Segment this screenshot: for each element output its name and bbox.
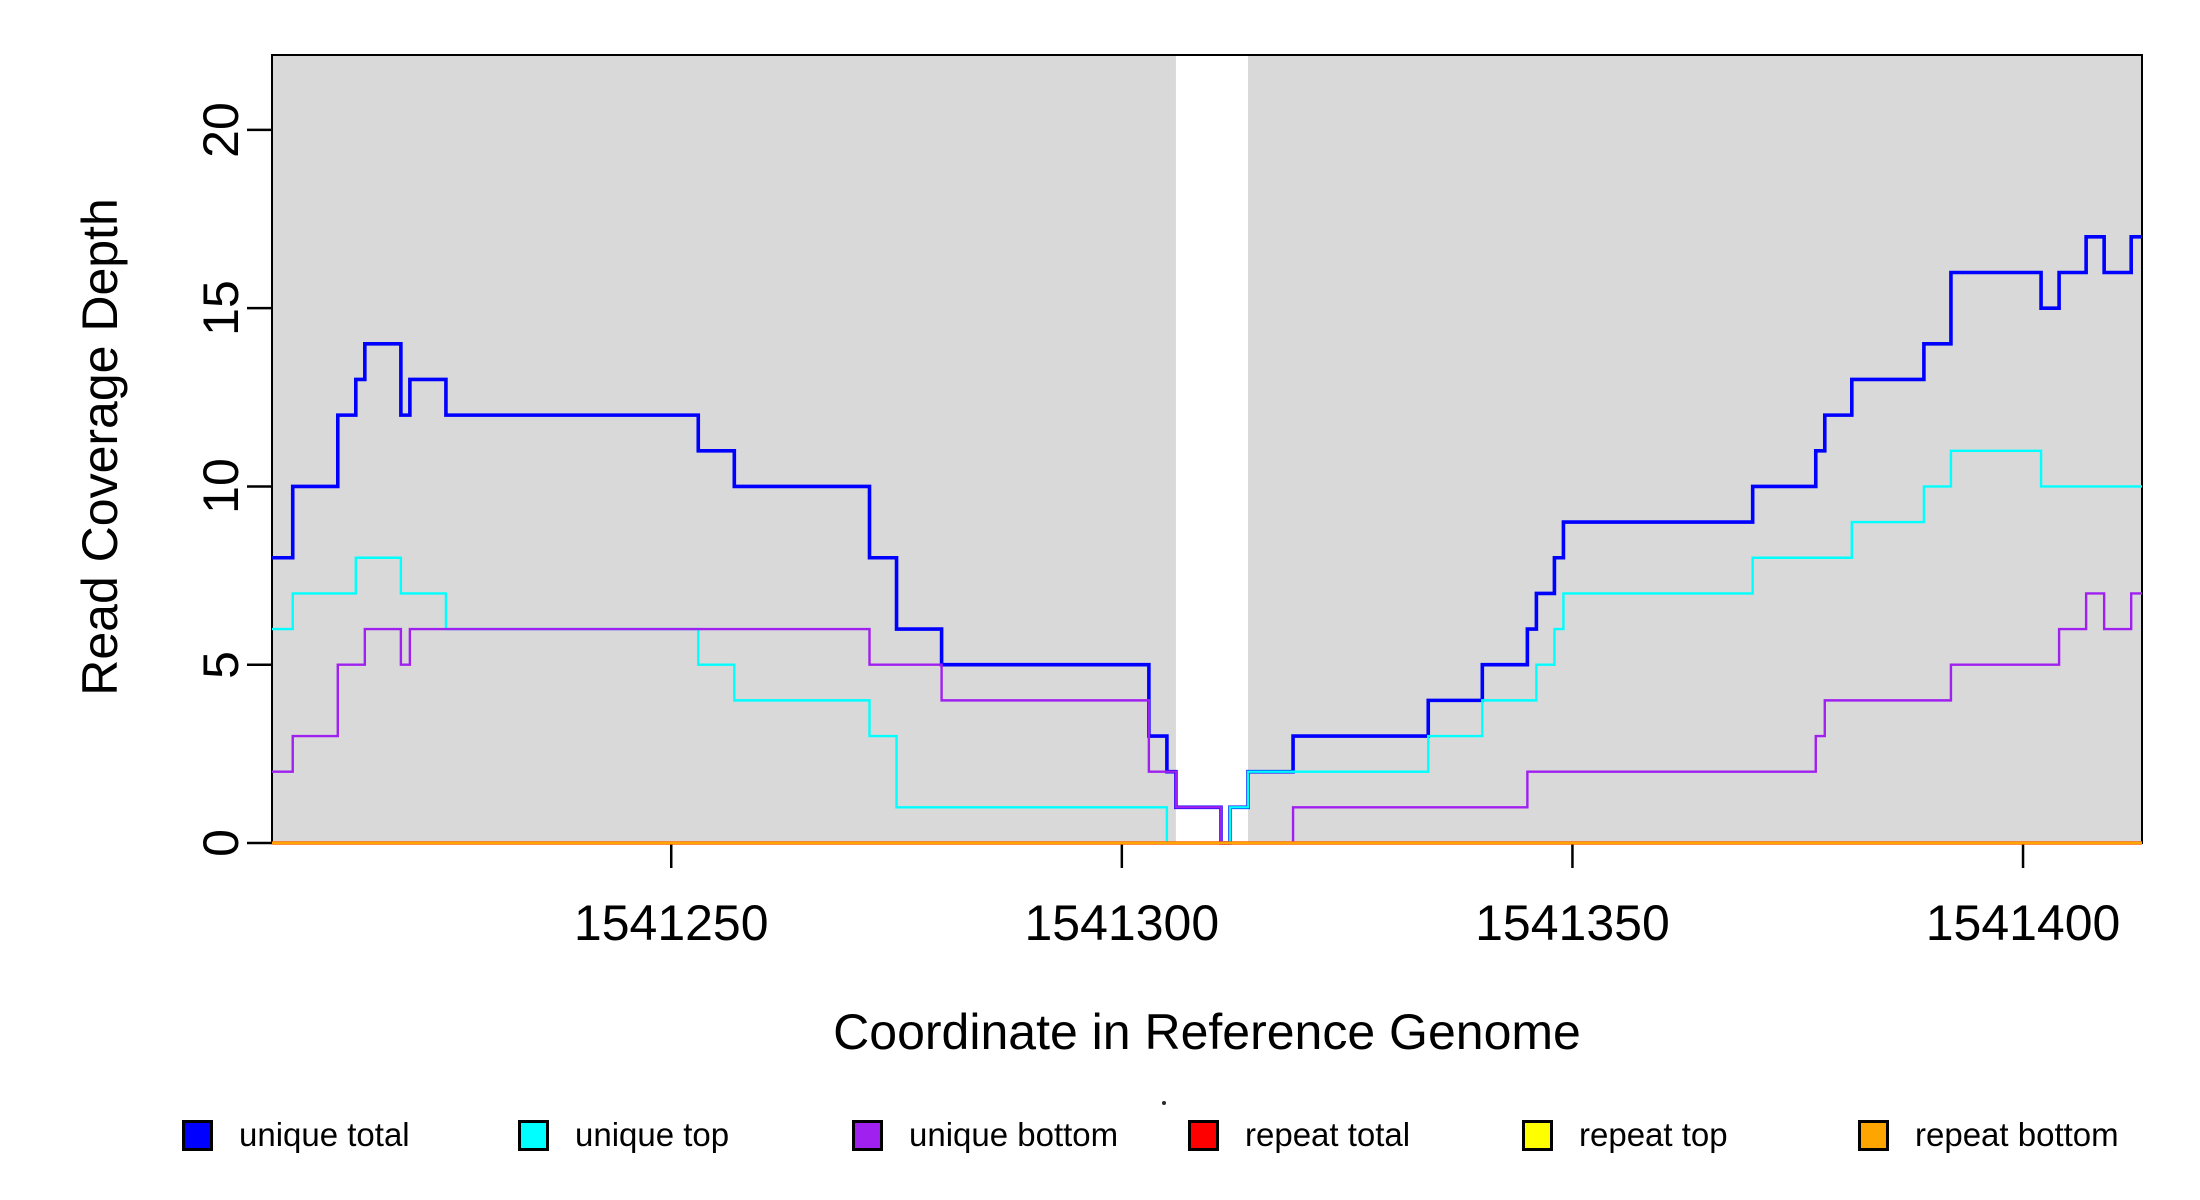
y-tick-label: 5	[193, 650, 249, 679]
legend-swatch-repeat-bottom	[1858, 1119, 1889, 1151]
y-tick-label: 0	[193, 829, 249, 857]
legend-swatch-repeat-total	[1188, 1119, 1219, 1151]
legend-label: unique total	[239, 1116, 410, 1153]
legend-label: unique top	[575, 1116, 730, 1153]
y-tick-label: 15	[193, 280, 249, 336]
legend-item-repeat-top: repeat top	[1522, 1116, 1728, 1153]
legend-item-unique-bottom: unique bottom	[852, 1116, 1119, 1153]
y-tick-label: 20	[193, 102, 249, 158]
legend-label: repeat top	[1579, 1116, 1728, 1153]
x-tick-label: 1541400	[1925, 895, 2121, 951]
legend-label: unique bottom	[909, 1116, 1119, 1153]
y-tick-label: 10	[193, 458, 249, 515]
legend-swatch-unique-top	[518, 1119, 549, 1151]
legend-item-repeat-bottom: repeat bottom	[1858, 1116, 2119, 1153]
legend-item-unique-top: unique top	[518, 1116, 730, 1153]
stray-dot-artifact	[1162, 1101, 1166, 1105]
legend-item-repeat-total: repeat total	[1188, 1116, 1411, 1153]
y-axis-label: Read Coverage Depth	[72, 198, 128, 696]
series-line-unique-bottom	[272, 592, 2142, 845]
legend-swatch-unique-total	[182, 1119, 213, 1151]
x-tick-label: 1541250	[573, 895, 769, 951]
legend-label: repeat total	[1245, 1116, 1411, 1153]
plot-background-right	[1248, 55, 2142, 843]
legend-label: repeat bottom	[1915, 1116, 2119, 1153]
x-tick-label: 1541350	[1475, 895, 1670, 951]
legend-item-unique-total: unique total	[182, 1116, 410, 1153]
x-tick-label: 1541300	[1024, 895, 1220, 951]
series-line-unique-top	[272, 449, 2142, 845]
legend-swatch-repeat-top	[1522, 1119, 1553, 1151]
x-axis-label: Coordinate in Reference Genome	[833, 1004, 1581, 1060]
legend-swatch-unique-bottom	[852, 1119, 883, 1151]
